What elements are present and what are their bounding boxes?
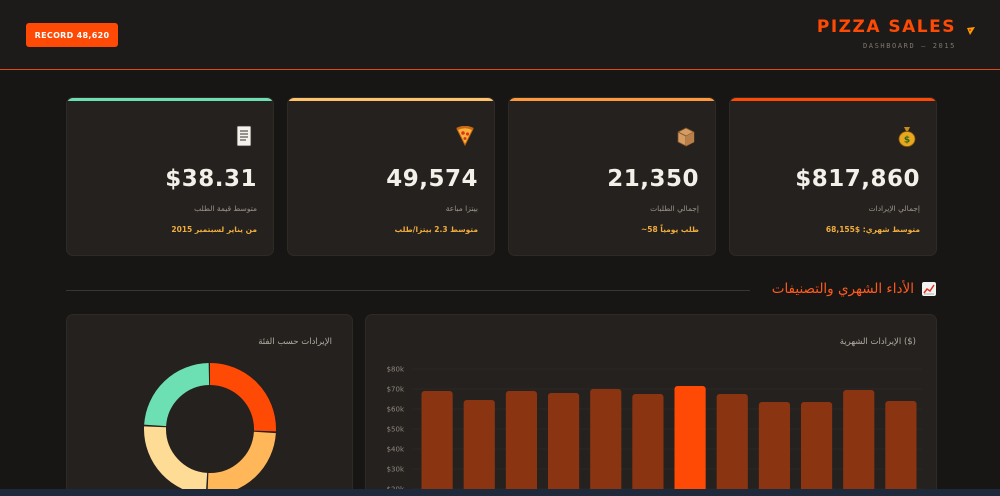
kpi-card-avg-order: $38.31 متوسط قيمة الطلب من يناير لسبتمبر… (66, 97, 274, 256)
kpi-accent-bar (509, 98, 715, 101)
kpi-subtext: ~58 طلب يومياً (640, 225, 699, 234)
section-title: الأداء الشهري والتصنيفات (771, 281, 914, 297)
y-tick-label: $60k (387, 406, 405, 414)
os-taskbar (0, 489, 1000, 496)
box-icon (675, 124, 697, 148)
revenue-bar[interactable] (547, 393, 580, 496)
kpi-value: 21,350 (607, 166, 699, 192)
revenue-bar[interactable] (463, 400, 495, 496)
revenue-bar[interactable] (632, 394, 664, 496)
panel-title: الإيرادات حسب الفئة (258, 337, 332, 347)
kpi-accent-bar (730, 98, 936, 101)
monthly-revenue-chart: $80k$70k$60k$50k$40k$30k$20k (387, 366, 922, 496)
revenue-bar[interactable] (758, 402, 791, 496)
panel-title: الإيرادات الشهرية ($) (839, 337, 916, 347)
kpi-value: $38.31 (165, 166, 257, 192)
page-subtitle: DASHBOARD — 2015 (862, 42, 956, 50)
pizza-slice-icon (967, 27, 975, 38)
revenue-bar[interactable] (885, 401, 917, 496)
section-heading: الأداء الشهري والتصنيفات (772, 281, 936, 297)
category-slice[interactable] (144, 363, 276, 495)
section-divider (66, 290, 750, 291)
revenue-bar[interactable] (505, 391, 538, 496)
revenue-bar[interactable] (843, 390, 875, 496)
kpi-label: متوسط قيمة الطلب (194, 204, 257, 213)
money-bag-icon: $ (896, 124, 918, 148)
page-title: PIZZA SALES (816, 17, 956, 37)
kpi-accent-bar (288, 98, 494, 101)
kpi-label: إجمالي الإيرادات (868, 204, 920, 213)
kpi-label: بيتزا مباعة (445, 204, 478, 213)
category-donut-chart (144, 363, 276, 495)
kpi-card-total-orders: 21,350 إجمالي الطلبات ~58 طلب يومياً (508, 97, 716, 256)
receipt-icon (233, 124, 255, 148)
kpi-subtext: متوسط شهري: $68,155 (825, 225, 920, 234)
y-tick-label: $40k (387, 446, 405, 454)
kpi-card-pizzas-sold: 49,574 بيتزا مباعة متوسط 2.3 بيتزا/طلب (287, 97, 495, 256)
y-tick-label: $30k (387, 466, 405, 474)
category-revenue-panel: الإيرادات حسب الفئة (66, 314, 353, 496)
top-header: RECORD 48,620 PIZZA SALES DASHBOARD — 20… (0, 0, 1000, 70)
pizza-icon (454, 124, 476, 148)
kpi-value: 49,574 (386, 166, 478, 192)
category-slice[interactable] (144, 363, 276, 495)
monthly-revenue-panel: الإيرادات الشهرية ($) $80k $70k $60k $50k $4… (365, 314, 937, 496)
chart-increasing-icon (922, 282, 936, 296)
revenue-bar[interactable] (421, 391, 453, 496)
revenue-bar[interactable] (590, 389, 622, 496)
y-tick-label: $80k (387, 366, 405, 374)
kpi-subtext: من يناير لسبتمبر 2015 (171, 225, 257, 234)
svg-text:$: $ (904, 136, 910, 146)
kpi-value: $817,860 (795, 166, 920, 192)
brand: PIZZA SALES DASHBOARD — 2015 (817, 16, 956, 50)
category-slice[interactable] (144, 363, 276, 495)
kpi-subtext: متوسط 2.3 بيتزا/طلب (394, 225, 478, 234)
kpi-label: إجمالي الطلبات (650, 204, 699, 213)
revenue-bar[interactable] (716, 394, 748, 496)
kpi-accent-bar (67, 98, 273, 101)
revenue-bar[interactable] (674, 386, 706, 496)
record-button[interactable]: RECORD 48,620 (26, 23, 118, 47)
kpi-card-total-revenue: $ $817,860 إجمالي الإيرادات متوسط شهري: … (729, 97, 937, 256)
y-tick-label: $70k (387, 386, 405, 394)
y-tick-label: $50k (387, 426, 405, 434)
revenue-bar[interactable] (800, 402, 833, 496)
